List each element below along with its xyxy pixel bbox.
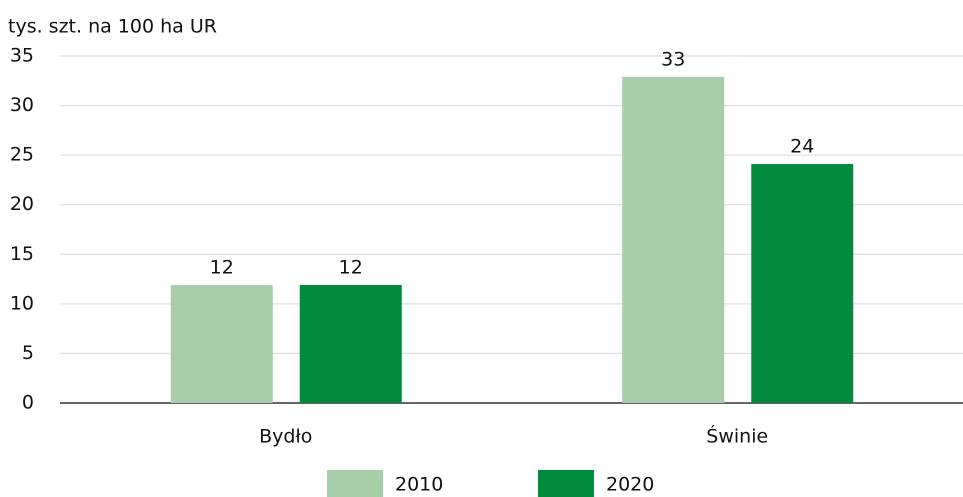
y-tick-label: 15 (10, 243, 34, 265)
y-tick-label: 10 (10, 292, 34, 314)
legend-swatch (538, 470, 594, 497)
bar (170, 285, 273, 403)
value-label: 33 (661, 48, 685, 70)
value-label: 24 (790, 136, 814, 158)
bar (751, 164, 854, 403)
y-tick-label: 5 (22, 342, 34, 364)
bar (299, 285, 402, 403)
legend-swatch (327, 470, 383, 497)
y-tick-label: 0 (22, 392, 34, 414)
y-tick-label: 20 (10, 193, 34, 215)
y-tick-label: 25 (10, 144, 34, 166)
value-label: 12 (339, 257, 363, 279)
y-tick-label: 30 (10, 94, 34, 116)
x-tick-label: Świnie (706, 424, 768, 448)
bar (622, 76, 725, 403)
y-tick-label: 35 (10, 45, 34, 67)
x-tick-label: Bydło (259, 426, 312, 448)
y-axis-label: tys. szt. na 100 ha UR (8, 16, 217, 38)
legend-label: 2020 (606, 474, 654, 496)
legend-label: 2010 (395, 474, 443, 496)
value-label: 12 (210, 257, 234, 279)
